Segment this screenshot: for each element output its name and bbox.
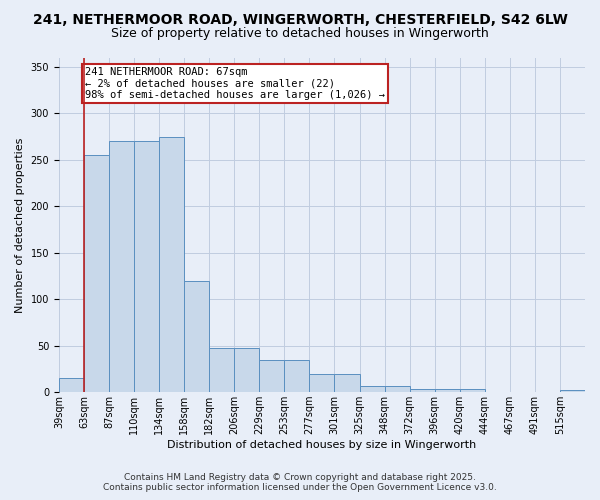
Text: 241, NETHERMOOR ROAD, WINGERWORTH, CHESTERFIELD, S42 6LW: 241, NETHERMOOR ROAD, WINGERWORTH, CHEST… [32, 12, 568, 26]
Text: Size of property relative to detached houses in Wingerworth: Size of property relative to detached ho… [111, 28, 489, 40]
Bar [259, 360, 284, 392]
X-axis label: Distribution of detached houses by size in Wingerworth: Distribution of detached houses by size … [167, 440, 476, 450]
Bar [84, 155, 109, 392]
Text: 241 NETHERMOOR ROAD: 67sqm
← 2% of detached houses are smaller (22)
98% of semi-: 241 NETHERMOOR ROAD: 67sqm ← 2% of detac… [85, 67, 385, 100]
Bar [134, 141, 159, 392]
Bar [234, 348, 259, 392]
Bar [460, 390, 485, 392]
Bar [159, 136, 184, 392]
Bar [284, 360, 310, 392]
Bar [109, 141, 134, 392]
Bar [434, 390, 460, 392]
Bar [334, 374, 359, 392]
Bar [209, 348, 234, 392]
Bar [310, 374, 334, 392]
Bar [410, 390, 434, 392]
Y-axis label: Number of detached properties: Number of detached properties [15, 137, 25, 312]
Bar [359, 386, 385, 392]
Bar [385, 386, 410, 392]
Bar [184, 280, 209, 392]
Bar [560, 390, 585, 392]
Text: Contains HM Land Registry data © Crown copyright and database right 2025.
Contai: Contains HM Land Registry data © Crown c… [103, 473, 497, 492]
Bar [59, 378, 84, 392]
